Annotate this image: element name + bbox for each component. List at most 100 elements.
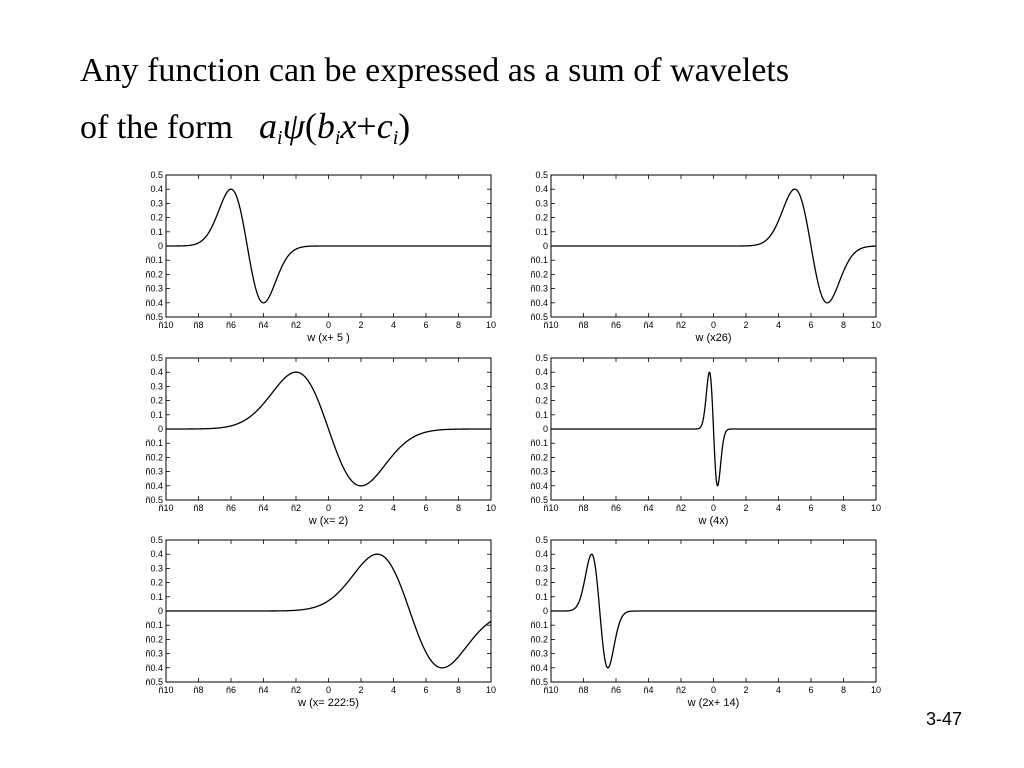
y-tick-label: 0.1 bbox=[150, 592, 163, 602]
y-tick-label: 0.5 bbox=[150, 353, 163, 363]
x-tick-label: ñ2 bbox=[291, 320, 301, 330]
x-tick-label: 8 bbox=[841, 685, 846, 695]
y-tick-label: 0.4 bbox=[535, 184, 548, 194]
x-tick-label: ñ8 bbox=[578, 685, 588, 695]
x-tick-label: ñ10 bbox=[158, 685, 173, 695]
x-tick-label: 4 bbox=[776, 503, 781, 513]
y-tick-label: ñ0.5 bbox=[530, 495, 548, 505]
x-tick-label: ñ6 bbox=[226, 503, 236, 513]
x-tick-label: 8 bbox=[841, 320, 846, 330]
x-tick-label: 10 bbox=[486, 685, 496, 695]
y-tick-label: ñ0.5 bbox=[145, 495, 163, 505]
y-tick-label: 0.3 bbox=[535, 198, 548, 208]
y-tick-label: ñ0.1 bbox=[530, 255, 548, 265]
y-tick-label: 0.5 bbox=[150, 535, 163, 545]
slide-title-line-1: Any function can be expressed as a sum o… bbox=[80, 52, 790, 89]
x-tick-label: 2 bbox=[743, 685, 748, 695]
wavelet-formula: aiψ(bix+ci) bbox=[258, 106, 411, 148]
y-tick-label: ñ0.5 bbox=[145, 677, 163, 687]
x-tick-label: 10 bbox=[871, 320, 881, 330]
chart-caption: w (x+ 5 ) bbox=[306, 332, 349, 344]
y-tick-label: 0.1 bbox=[150, 410, 163, 420]
y-tick-label: 0.4 bbox=[150, 549, 163, 559]
x-tick-label: ñ2 bbox=[676, 503, 686, 513]
x-tick-label: ñ10 bbox=[158, 503, 173, 513]
x-tick-label: ñ6 bbox=[226, 320, 236, 330]
x-tick-label: ñ10 bbox=[543, 685, 558, 695]
x-tick-label: ñ10 bbox=[158, 320, 173, 330]
formula-b: b bbox=[316, 106, 335, 146]
y-tick-label: ñ0.5 bbox=[530, 677, 548, 687]
slide-title-line-2: of the form aiψ(bix+ci) bbox=[80, 108, 410, 148]
x-tick-label: ñ2 bbox=[676, 320, 686, 330]
y-tick-label: 0.4 bbox=[535, 549, 548, 559]
y-tick-label: ñ0.3 bbox=[145, 649, 163, 659]
formula-a: a bbox=[258, 106, 277, 146]
wavelet-series-line bbox=[166, 553, 492, 669]
y-tick-label: 0.1 bbox=[150, 227, 163, 237]
y-tick-label: 0.5 bbox=[150, 170, 163, 180]
x-tick-label: ñ10 bbox=[543, 503, 558, 513]
y-tick-label: ñ0.2 bbox=[530, 634, 548, 644]
y-tick-label: ñ0.3 bbox=[145, 467, 163, 477]
y-tick-label: ñ0.2 bbox=[145, 269, 163, 279]
y-tick-label: 0.2 bbox=[535, 396, 548, 406]
x-tick-label: 6 bbox=[423, 685, 428, 695]
y-tick-label: ñ0.3 bbox=[145, 284, 163, 294]
y-tick-label: ñ0.2 bbox=[530, 452, 548, 462]
y-tick-label: ñ0.1 bbox=[145, 620, 163, 630]
chart-caption: w (2x+ 14) bbox=[687, 697, 740, 709]
x-tick-label: 6 bbox=[808, 320, 813, 330]
x-tick-label: ñ2 bbox=[291, 503, 301, 513]
x-tick-label: ñ8 bbox=[193, 685, 203, 695]
y-tick-label: ñ0.4 bbox=[530, 298, 548, 308]
x-tick-label: 0 bbox=[711, 685, 716, 695]
wavelet-series-line bbox=[551, 371, 876, 487]
y-tick-label: ñ0.3 bbox=[530, 284, 548, 294]
y-tick-label: 0.3 bbox=[150, 563, 163, 573]
chart-caption: w (x26) bbox=[694, 332, 731, 344]
y-tick-label: 0.4 bbox=[535, 367, 548, 377]
y-tick-label: 0.1 bbox=[535, 592, 548, 602]
y-tick-label: 0.3 bbox=[535, 381, 548, 391]
x-tick-label: 4 bbox=[776, 685, 781, 695]
x-tick-label: 6 bbox=[808, 685, 813, 695]
y-tick-label: ñ0.2 bbox=[530, 269, 548, 279]
y-tick-label: 0.3 bbox=[150, 198, 163, 208]
x-tick-label: ñ4 bbox=[258, 320, 268, 330]
x-tick-label: ñ6 bbox=[611, 503, 621, 513]
x-tick-label: 6 bbox=[423, 503, 428, 513]
x-tick-label: 4 bbox=[391, 320, 396, 330]
x-tick-label: 0 bbox=[711, 503, 716, 513]
y-tick-label: ñ0.1 bbox=[530, 438, 548, 448]
y-tick-label: 0 bbox=[158, 606, 163, 616]
x-tick-label: ñ4 bbox=[643, 320, 653, 330]
title-text-of-the-form: of the form bbox=[80, 109, 233, 146]
x-tick-label: 0 bbox=[326, 685, 331, 695]
x-tick-label: ñ8 bbox=[578, 503, 588, 513]
x-tick-label: ñ2 bbox=[676, 685, 686, 695]
x-tick-label: 8 bbox=[841, 503, 846, 513]
x-tick-label: 6 bbox=[423, 320, 428, 330]
x-tick-label: ñ10 bbox=[543, 320, 558, 330]
x-tick-label: 10 bbox=[871, 685, 881, 695]
y-tick-label: 0.1 bbox=[535, 410, 548, 420]
x-tick-label: 2 bbox=[358, 685, 363, 695]
formula-c: c bbox=[376, 106, 393, 146]
x-tick-label: ñ8 bbox=[193, 320, 203, 330]
chart-caption: w (4x) bbox=[698, 515, 729, 527]
y-tick-label: ñ0.1 bbox=[145, 438, 163, 448]
y-tick-label: ñ0.4 bbox=[530, 663, 548, 673]
y-tick-label: 0.2 bbox=[150, 578, 163, 588]
y-tick-label: 0.2 bbox=[535, 578, 548, 588]
x-tick-label: ñ2 bbox=[291, 685, 301, 695]
y-tick-label: 0.5 bbox=[535, 535, 548, 545]
formula-close-paren: ) bbox=[398, 106, 411, 146]
x-tick-label: 2 bbox=[358, 503, 363, 513]
x-tick-label: ñ6 bbox=[611, 320, 621, 330]
